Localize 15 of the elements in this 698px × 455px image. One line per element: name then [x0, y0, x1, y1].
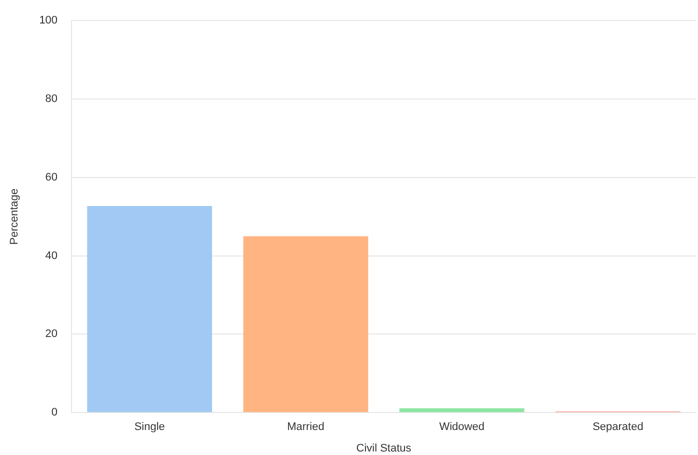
- y-tick-label: 100: [39, 14, 58, 27]
- x-tick-label: Single: [134, 421, 165, 434]
- bar: [87, 206, 212, 412]
- y-tick-label: 0: [51, 406, 58, 419]
- x-tick-label: Widowed: [439, 421, 484, 434]
- y-tick-label: 40: [45, 250, 58, 262]
- x-axis-title: Civil Status: [356, 442, 412, 454]
- y-axis-title: Percentage: [8, 188, 21, 245]
- y-tick-label: 20: [45, 328, 58, 340]
- y-tick-label: 60: [45, 171, 58, 184]
- x-tick-label: Married: [287, 421, 324, 434]
- bar: [243, 236, 368, 412]
- x-tick-label: Separated: [592, 421, 644, 434]
- bar: [399, 408, 524, 412]
- y-tick-label: 80: [45, 93, 58, 106]
